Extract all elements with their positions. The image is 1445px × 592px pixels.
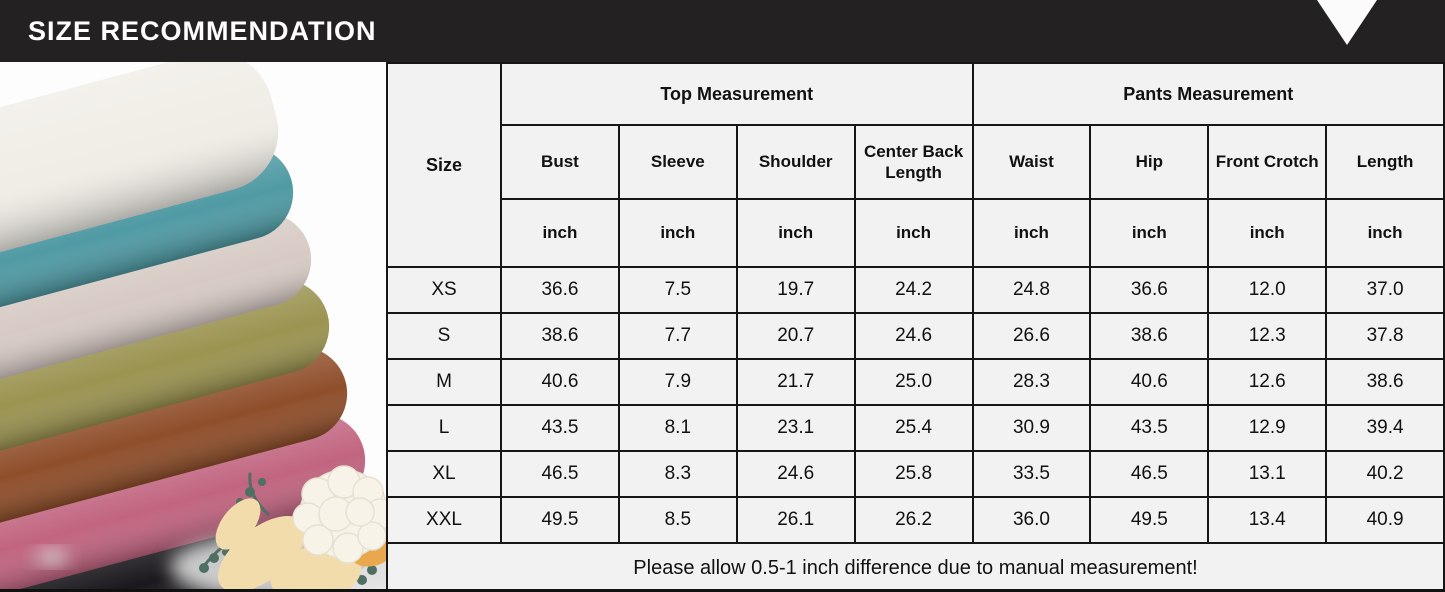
column-header: Front Crotch [1207, 124, 1328, 200]
measurement-cell: 24.6 [735, 450, 856, 498]
pants-measurement-header: Pants Measurement [971, 62, 1445, 126]
page-title: SIZE RECOMMENDATION [28, 15, 377, 46]
size-label-cell: M [386, 358, 502, 406]
measurement-cell: 7.5 [617, 266, 738, 314]
measurement-cell: 33.5 [971, 450, 1092, 498]
measurement-cell: 28.3 [971, 358, 1092, 406]
top-measurement-header: Top Measurement [500, 62, 974, 126]
table-row: L 43.5 8.1 23.1 25.4 30.9 43.5 12.9 39.4 [386, 404, 1445, 452]
measurement-cell: 38.6 [500, 312, 620, 360]
size-label-cell: XXL [386, 496, 502, 544]
measurement-cell: 24.8 [971, 266, 1092, 314]
measurement-cell: 40.6 [500, 358, 620, 406]
product-photo [0, 62, 386, 589]
table-row: XS 36.6 7.5 19.7 24.2 24.8 36.6 12.0 37.0 [386, 266, 1445, 314]
column-header: Hip [1089, 124, 1210, 200]
column-header: Shoulder [735, 124, 856, 200]
measurement-cell: 20.7 [735, 312, 856, 360]
measurement-cell: 38.6 [1089, 312, 1210, 360]
measurement-cell: 19.7 [735, 266, 856, 314]
measurement-cell: 46.5 [1089, 450, 1210, 498]
size-label-cell: L [386, 404, 502, 452]
measurement-cell: 25.0 [853, 358, 974, 406]
measurement-cell: 40.9 [1325, 496, 1445, 544]
measurement-cell: 13.4 [1207, 496, 1328, 544]
measurement-cell: 40.6 [1089, 358, 1210, 406]
measurement-cell: 12.6 [1207, 358, 1328, 406]
table-row: M 40.6 7.9 21.7 25.0 28.3 40.6 12.6 38.6 [386, 358, 1445, 406]
unit-cell: inch [735, 198, 856, 268]
measurement-cell: 38.6 [1325, 358, 1445, 406]
size-table-wrap: Size Top Measurement Pants Measurement B… [386, 62, 1445, 589]
measurement-cell: 43.5 [500, 404, 620, 452]
unit-cell: inch [853, 198, 974, 268]
table-row: XXL 49.5 8.5 26.1 26.2 36.0 49.5 13.4 40.9 [386, 496, 1445, 544]
measurement-cell: 25.8 [853, 450, 974, 498]
measurement-cell: 26.1 [735, 496, 856, 544]
header-bar: SIZE RECOMMENDATION [0, 0, 1445, 62]
size-table-body: XS 36.6 7.5 19.7 24.2 24.8 36.6 12.0 37.0 S 38.6 7.… [386, 266, 1445, 544]
measurement-cell: 36.6 [500, 266, 620, 314]
unit-cell: inch [500, 198, 620, 268]
measurement-cell: 21.7 [735, 358, 856, 406]
measurement-cell: 49.5 [500, 496, 620, 544]
size-label-cell: S [386, 312, 502, 360]
down-triangle-icon [1317, 0, 1377, 45]
table-row-footnote: Please allow 0.5-1 inch difference due t… [386, 542, 1445, 589]
column-header: Waist [971, 124, 1092, 200]
measurement-cell: 37.0 [1325, 266, 1445, 314]
column-header: Center Back Length [853, 124, 974, 200]
measurement-cell: 49.5 [1089, 496, 1210, 544]
measurement-cell: 7.7 [617, 312, 738, 360]
measurement-cell: 26.2 [853, 496, 974, 544]
measurement-cell: 8.1 [617, 404, 738, 452]
measurement-cell: 24.2 [853, 266, 974, 314]
measurement-cell: 23.1 [735, 404, 856, 452]
table-row: XL 46.5 8.3 24.6 25.8 33.5 46.5 13.1 40.2 [386, 450, 1445, 498]
measurement-cell: 39.4 [1325, 404, 1445, 452]
measurement-cell: 7.9 [617, 358, 738, 406]
size-label-cell: XL [386, 450, 502, 498]
measurement-cell: 26.6 [971, 312, 1092, 360]
measurement-cell: 8.5 [617, 496, 738, 544]
unit-cell: inch [617, 198, 738, 268]
measurement-cell: 30.9 [971, 404, 1092, 452]
column-header: Length [1325, 124, 1445, 200]
measurement-cell: 25.4 [853, 404, 974, 452]
measurement-cell: 46.5 [500, 450, 620, 498]
measurement-cell: 12.3 [1207, 312, 1328, 360]
table-row-units: inch inch inch inch inch inch inch inch [387, 198, 1445, 268]
measurement-cell: 24.6 [853, 312, 974, 360]
column-header: Sleeve [617, 124, 738, 200]
table-row-columns: Bust Sleeve Shoulder Center Back Length … [387, 124, 1445, 200]
measurement-cell: 40.2 [1325, 450, 1445, 498]
unit-cell: inch [1207, 198, 1328, 268]
measurement-cell: 37.8 [1325, 312, 1445, 360]
measurement-cell: 12.0 [1207, 266, 1328, 314]
column-header: Bust [500, 124, 620, 200]
measurement-cell: 8.3 [617, 450, 738, 498]
flowers-illustration [36, 465, 386, 589]
measurement-cell: 36.6 [1089, 266, 1210, 314]
unit-cell: inch [1325, 198, 1445, 268]
size-column-header: Size [386, 62, 502, 268]
size-label-cell: XS [386, 266, 502, 314]
measurement-cell: 12.9 [1207, 404, 1328, 452]
measurement-cell: 13.1 [1207, 450, 1328, 498]
measurement-cell: 43.5 [1089, 404, 1210, 452]
unit-cell: inch [1089, 198, 1210, 268]
folded-shirts-illustration [0, 62, 386, 589]
table-row-groups: Size Top Measurement Pants Measurement [386, 62, 1445, 268]
content-row: Size Top Measurement Pants Measurement B… [0, 62, 1445, 589]
table-row: S 38.6 7.7 20.7 24.6 26.6 38.6 12.3 37.8 [386, 312, 1445, 360]
size-table: Size Top Measurement Pants Measurement B… [386, 62, 1445, 589]
footnote: Please allow 0.5-1 inch difference due t… [386, 542, 1445, 589]
unit-cell: inch [971, 198, 1092, 268]
measurement-cell: 36.0 [971, 496, 1092, 544]
